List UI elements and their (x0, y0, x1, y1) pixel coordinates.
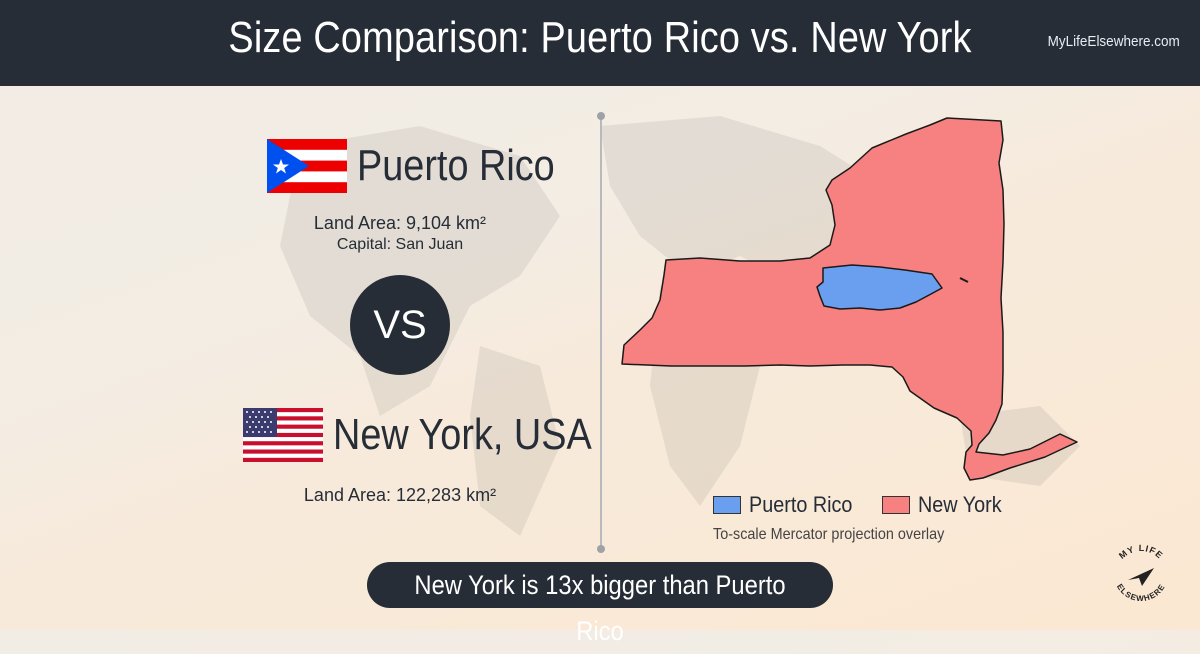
country1-land-area-value: 9,104 km² (406, 213, 487, 233)
country2-facts: Land Area: 122,283 km² (290, 484, 510, 506)
country1-land-area-label: Land Area: (313, 213, 401, 233)
country1-heading: Puerto Rico (267, 139, 587, 193)
country2-land-area-value: 122,283 km² (396, 485, 497, 505)
country1-capital: Capital: San Juan (300, 234, 500, 256)
puerto-rico-shape (816, 264, 943, 311)
legend-swatch-new-york (881, 496, 910, 514)
divider-bottom-dot (597, 545, 605, 553)
brand-link[interactable]: MyLifeElsewhere.com (1047, 33, 1180, 50)
country2-land-area: Land Area: 122,283 km² (290, 484, 510, 506)
legend-swatch-puerto-rico (713, 496, 741, 514)
map-note: To-scale Mercator projection overlay (713, 526, 945, 543)
small-island-mark (959, 277, 969, 283)
comparison-text: New York is 13x bigger than Puerto Rico (414, 570, 786, 646)
svg-text:MY LIFE: MY LIFE (1117, 543, 1165, 561)
country1-capital-value: San Juan (395, 236, 464, 253)
legend-label-puerto-rico: Puerto Rico (749, 492, 853, 517)
puerto-rico-flag-icon (267, 139, 347, 193)
map-legend: Puerto Rico New York (713, 492, 1029, 518)
country1-name: Puerto Rico (357, 141, 555, 190)
country1-land-area: Land Area: 9,104 km² (300, 212, 500, 234)
world-map-background (280, 116, 1080, 536)
divider-top-dot (597, 112, 605, 120)
country2-land-area-label: Land Area: (303, 485, 391, 505)
country1-facts: Land Area: 9,104 km² Capital: San Juan (300, 212, 500, 256)
vertical-divider (600, 116, 602, 549)
country1-capital-label: Capital: (336, 236, 392, 253)
country2-heading: New York, USA (243, 408, 634, 462)
page-title: Size Comparison: Puerto Rico vs. New Yor… (228, 13, 972, 62)
country2-name: New York, USA (333, 410, 592, 459)
usa-flag-icon (243, 408, 323, 462)
size-overlay-map (621, 117, 1078, 481)
comparison-banner: New York is 13x bigger than Puerto Rico (367, 562, 833, 646)
paper-plane-icon (1128, 568, 1154, 586)
legend-label-new-york: New York (917, 492, 1002, 517)
svg-text:ELSEWHERE: ELSEWHERE (1115, 582, 1167, 603)
header-bar: Size Comparison: Puerto Rico vs. New Yor… (0, 0, 1200, 86)
my-life-elsewhere-logo: MY LIFE ELSEWHERE (1115, 543, 1167, 603)
vs-badge: VS (350, 275, 450, 375)
